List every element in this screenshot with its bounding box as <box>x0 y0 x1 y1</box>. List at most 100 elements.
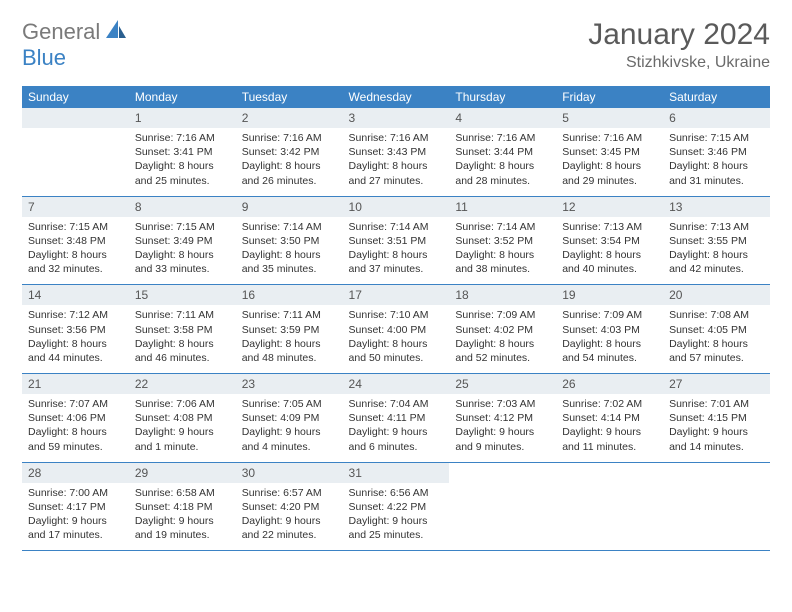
dayname-tue: Tuesday <box>236 86 343 108</box>
day-header-row: Sunday Monday Tuesday Wednesday Thursday… <box>22 86 770 108</box>
day-number: 13 <box>663 197 770 217</box>
day-number: 7 <box>22 197 129 217</box>
day-number: 17 <box>343 285 450 305</box>
day-details: Sunrise: 7:01 AMSunset: 4:15 PMDaylight:… <box>663 394 770 462</box>
day-number: 24 <box>343 374 450 394</box>
logo: General <box>22 18 130 45</box>
logo-blue-wrap: Blue <box>22 45 66 71</box>
day-cell: 17Sunrise: 7:10 AMSunset: 4:00 PMDayligh… <box>343 285 450 374</box>
day-cell <box>22 108 129 196</box>
day-number: 15 <box>129 285 236 305</box>
day-cell <box>663 462 770 551</box>
day-number: 26 <box>556 374 663 394</box>
day-cell: 31Sunrise: 6:56 AMSunset: 4:22 PMDayligh… <box>343 462 450 551</box>
day-number: 14 <box>22 285 129 305</box>
day-number: 8 <box>129 197 236 217</box>
day-number-empty <box>22 108 129 128</box>
day-cell <box>556 462 663 551</box>
dayname-fri: Friday <box>556 86 663 108</box>
week-row: 14Sunrise: 7:12 AMSunset: 3:56 PMDayligh… <box>22 285 770 374</box>
logo-text-general: General <box>22 19 100 45</box>
day-number: 16 <box>236 285 343 305</box>
day-details: Sunrise: 7:15 AMSunset: 3:48 PMDaylight:… <box>22 217 129 285</box>
day-cell: 12Sunrise: 7:13 AMSunset: 3:54 PMDayligh… <box>556 196 663 285</box>
day-details: Sunrise: 7:14 AMSunset: 3:52 PMDaylight:… <box>449 217 556 285</box>
day-number: 27 <box>663 374 770 394</box>
day-cell: 28Sunrise: 7:00 AMSunset: 4:17 PMDayligh… <box>22 462 129 551</box>
day-details: Sunrise: 7:06 AMSunset: 4:08 PMDaylight:… <box>129 394 236 462</box>
day-number: 29 <box>129 463 236 483</box>
day-cell: 16Sunrise: 7:11 AMSunset: 3:59 PMDayligh… <box>236 285 343 374</box>
day-details: Sunrise: 7:13 AMSunset: 3:55 PMDaylight:… <box>663 217 770 285</box>
day-cell: 10Sunrise: 7:14 AMSunset: 3:51 PMDayligh… <box>343 196 450 285</box>
dayname-thu: Thursday <box>449 86 556 108</box>
day-details: Sunrise: 6:57 AMSunset: 4:20 PMDaylight:… <box>236 483 343 551</box>
day-details: Sunrise: 7:03 AMSunset: 4:12 PMDaylight:… <box>449 394 556 462</box>
day-number: 31 <box>343 463 450 483</box>
day-number: 30 <box>236 463 343 483</box>
day-cell: 6Sunrise: 7:15 AMSunset: 3:46 PMDaylight… <box>663 108 770 196</box>
day-cell: 2Sunrise: 7:16 AMSunset: 3:42 PMDaylight… <box>236 108 343 196</box>
day-details: Sunrise: 7:04 AMSunset: 4:11 PMDaylight:… <box>343 394 450 462</box>
day-cell: 13Sunrise: 7:13 AMSunset: 3:55 PMDayligh… <box>663 196 770 285</box>
day-number: 21 <box>22 374 129 394</box>
day-cell: 4Sunrise: 7:16 AMSunset: 3:44 PMDaylight… <box>449 108 556 196</box>
day-cell: 29Sunrise: 6:58 AMSunset: 4:18 PMDayligh… <box>129 462 236 551</box>
dayname-wed: Wednesday <box>343 86 450 108</box>
day-cell: 11Sunrise: 7:14 AMSunset: 3:52 PMDayligh… <box>449 196 556 285</box>
day-details: Sunrise: 7:16 AMSunset: 3:44 PMDaylight:… <box>449 128 556 196</box>
dayname-sun: Sunday <box>22 86 129 108</box>
day-details: Sunrise: 7:10 AMSunset: 4:00 PMDaylight:… <box>343 305 450 373</box>
day-details: Sunrise: 7:12 AMSunset: 3:56 PMDaylight:… <box>22 305 129 373</box>
day-cell: 22Sunrise: 7:06 AMSunset: 4:08 PMDayligh… <box>129 374 236 463</box>
day-number: 19 <box>556 285 663 305</box>
day-number: 9 <box>236 197 343 217</box>
day-cell: 26Sunrise: 7:02 AMSunset: 4:14 PMDayligh… <box>556 374 663 463</box>
day-number: 6 <box>663 108 770 128</box>
day-details: Sunrise: 7:13 AMSunset: 3:54 PMDaylight:… <box>556 217 663 285</box>
day-cell: 21Sunrise: 7:07 AMSunset: 4:06 PMDayligh… <box>22 374 129 463</box>
day-details: Sunrise: 7:14 AMSunset: 3:51 PMDaylight:… <box>343 217 450 285</box>
week-row: 1Sunrise: 7:16 AMSunset: 3:41 PMDaylight… <box>22 108 770 196</box>
calendar-table: Sunday Monday Tuesday Wednesday Thursday… <box>22 86 770 551</box>
day-number: 2 <box>236 108 343 128</box>
day-cell: 30Sunrise: 6:57 AMSunset: 4:20 PMDayligh… <box>236 462 343 551</box>
day-number: 23 <box>236 374 343 394</box>
title-block: January 2024 Stizhkivske, Ukraine <box>588 18 770 72</box>
day-cell: 24Sunrise: 7:04 AMSunset: 4:11 PMDayligh… <box>343 374 450 463</box>
day-number: 1 <box>129 108 236 128</box>
month-title: January 2024 <box>588 18 770 52</box>
day-cell: 18Sunrise: 7:09 AMSunset: 4:02 PMDayligh… <box>449 285 556 374</box>
day-details: Sunrise: 7:09 AMSunset: 4:02 PMDaylight:… <box>449 305 556 373</box>
day-cell: 5Sunrise: 7:16 AMSunset: 3:45 PMDaylight… <box>556 108 663 196</box>
logo-sail-icon <box>104 18 128 45</box>
logo-text-blue: Blue <box>22 45 66 70</box>
day-number: 18 <box>449 285 556 305</box>
dayname-sat: Saturday <box>663 86 770 108</box>
day-details: Sunrise: 7:11 AMSunset: 3:59 PMDaylight:… <box>236 305 343 373</box>
day-details: Sunrise: 6:56 AMSunset: 4:22 PMDaylight:… <box>343 483 450 551</box>
day-details: Sunrise: 7:11 AMSunset: 3:58 PMDaylight:… <box>129 305 236 373</box>
week-row: 21Sunrise: 7:07 AMSunset: 4:06 PMDayligh… <box>22 374 770 463</box>
week-row: 28Sunrise: 7:00 AMSunset: 4:17 PMDayligh… <box>22 462 770 551</box>
day-details: Sunrise: 6:58 AMSunset: 4:18 PMDaylight:… <box>129 483 236 551</box>
day-details: Sunrise: 7:09 AMSunset: 4:03 PMDaylight:… <box>556 305 663 373</box>
day-cell: 1Sunrise: 7:16 AMSunset: 3:41 PMDaylight… <box>129 108 236 196</box>
day-number: 11 <box>449 197 556 217</box>
day-cell: 8Sunrise: 7:15 AMSunset: 3:49 PMDaylight… <box>129 196 236 285</box>
day-cell: 15Sunrise: 7:11 AMSunset: 3:58 PMDayligh… <box>129 285 236 374</box>
day-number: 3 <box>343 108 450 128</box>
day-number: 20 <box>663 285 770 305</box>
location: Stizhkivske, Ukraine <box>588 54 770 72</box>
day-cell: 9Sunrise: 7:14 AMSunset: 3:50 PMDaylight… <box>236 196 343 285</box>
day-cell: 7Sunrise: 7:15 AMSunset: 3:48 PMDaylight… <box>22 196 129 285</box>
day-details: Sunrise: 7:05 AMSunset: 4:09 PMDaylight:… <box>236 394 343 462</box>
day-cell <box>449 462 556 551</box>
day-cell: 25Sunrise: 7:03 AMSunset: 4:12 PMDayligh… <box>449 374 556 463</box>
day-number: 10 <box>343 197 450 217</box>
day-number: 25 <box>449 374 556 394</box>
day-details: Sunrise: 7:14 AMSunset: 3:50 PMDaylight:… <box>236 217 343 285</box>
day-cell: 20Sunrise: 7:08 AMSunset: 4:05 PMDayligh… <box>663 285 770 374</box>
day-details: Sunrise: 7:08 AMSunset: 4:05 PMDaylight:… <box>663 305 770 373</box>
day-details: Sunrise: 7:00 AMSunset: 4:17 PMDaylight:… <box>22 483 129 551</box>
